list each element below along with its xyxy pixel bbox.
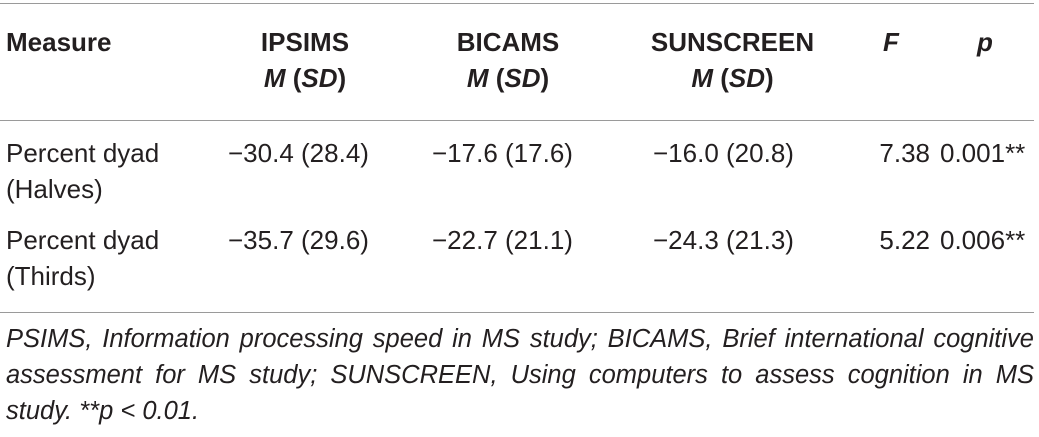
- header-rule: [0, 120, 1034, 121]
- header-measure: Measure: [6, 27, 112, 57]
- table-row-2-p: 0.006**: [940, 225, 1026, 255]
- bottom-rule: [0, 312, 1034, 313]
- table-row-1-p: 0.001**: [940, 138, 1026, 168]
- header-f: F: [883, 27, 899, 57]
- table-row-1-sunscreen: −16.0 (20.8): [653, 138, 794, 168]
- table-row-2-sunscreen: −24.3 (21.3): [653, 225, 794, 255]
- header-sunscreen-stats: M (SD): [691, 63, 774, 93]
- header-p: p: [977, 27, 993, 57]
- header-bicams-label: BICAMS: [456, 27, 560, 57]
- header-ipsims-stats: M (SD): [263, 63, 347, 93]
- header-sunscreen-label: SUNSCREEN: [650, 27, 815, 57]
- table-row-1-ipsims: −30.4 (28.4): [228, 138, 369, 168]
- table-row-2-bicams: −22.7 (21.1): [432, 225, 573, 255]
- header-bicams: BICAMS M (SD): [428, 24, 588, 96]
- header-ipsims-label: IPSIMS: [260, 27, 350, 57]
- table-row-1-measure: Percent dyad (Halves): [6, 138, 160, 204]
- table-row-2-ipsims: −35.7 (29.6): [228, 225, 369, 255]
- header-bicams-stats: M (SD): [466, 63, 550, 93]
- table-row-2-measure: Percent dyad (Thirds): [6, 225, 160, 291]
- header-sunscreen: SUNSCREEN M (SD): [630, 24, 835, 96]
- table-row-1-f: 7.38: [879, 138, 930, 168]
- table-footnote: PSIMS, Information processing speed in M…: [6, 325, 1034, 425]
- header-ipsims: IPSIMS M (SD): [225, 24, 385, 96]
- top-rule: [0, 3, 1034, 4]
- table-row-2-f: 5.22: [879, 225, 930, 255]
- table-row-1-bicams: −17.6 (17.6): [432, 138, 573, 168]
